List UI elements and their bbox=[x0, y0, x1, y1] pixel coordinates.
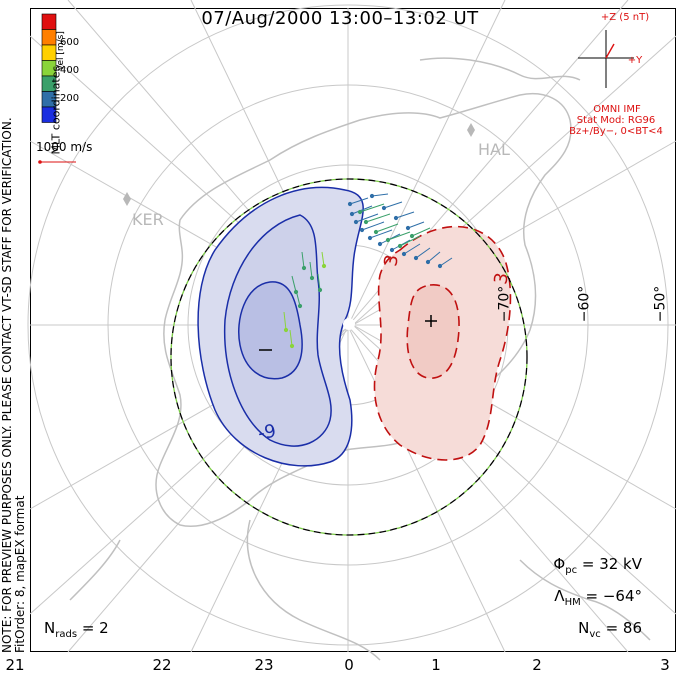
velocity-vector bbox=[283, 311, 287, 331]
mlt-tick-label: 2 bbox=[532, 656, 542, 674]
negative-contour-label: -9 bbox=[256, 420, 278, 445]
velocity-vector bbox=[375, 223, 399, 233]
cross-polar-potential: Φpc = 32 kV bbox=[553, 555, 642, 576]
plot-title: 07/Aug/2000 13:00–13:02 UT bbox=[201, 8, 479, 29]
coastline bbox=[69, 57, 651, 661]
station-marker bbox=[121, 192, 133, 206]
fit-order-note: FitOrder: 8, mapEX format bbox=[13, 495, 27, 653]
mlt-tick-label: 21 bbox=[5, 656, 25, 674]
heppner-maynard-boundary-color bbox=[170, 178, 528, 536]
latitude-label: −50° bbox=[652, 285, 669, 323]
imf-y-label: +Y bbox=[627, 55, 643, 66]
velocity-vector bbox=[399, 235, 421, 247]
heppner-maynard-latitude: ΛHM = −64° bbox=[554, 587, 642, 608]
latitude-label: −60° bbox=[576, 285, 593, 323]
station-label-ker: KER bbox=[132, 210, 164, 229]
velocity-vector bbox=[395, 211, 415, 219]
pole-marker bbox=[343, 318, 355, 330]
velocity-vector bbox=[309, 261, 313, 279]
velocity-vector bbox=[407, 221, 425, 229]
imf-source: OMNI IMF bbox=[593, 104, 641, 115]
imf-vector bbox=[605, 43, 615, 59]
velocity-vector bbox=[369, 229, 393, 239]
velocity-vector bbox=[415, 247, 431, 259]
velocity-vector bbox=[403, 243, 421, 255]
velocity-colorbar bbox=[41, 13, 57, 123]
mlt-tick-label: 22 bbox=[152, 656, 172, 674]
positive-cell-inner bbox=[406, 284, 460, 379]
negative-potential-cell bbox=[197, 186, 364, 467]
station-label-hal: HAL bbox=[478, 140, 510, 159]
reference-vector-label: 1000 m/s bbox=[36, 140, 93, 154]
station-marker bbox=[467, 123, 475, 137]
reference-vector-dot bbox=[38, 160, 42, 164]
velocity-vector bbox=[351, 205, 373, 215]
imf-condition: Bz+/By−, 0<BT<4 bbox=[569, 126, 663, 137]
velocity-vectors bbox=[283, 193, 453, 349]
velocity-vector bbox=[355, 213, 379, 223]
velocity-vector bbox=[317, 273, 321, 291]
mlt-tick-label: 3 bbox=[660, 656, 670, 674]
velocity-vector bbox=[349, 197, 369, 205]
mlt-tick-label: 23 bbox=[254, 656, 274, 674]
colorbar-tick: 200 bbox=[60, 93, 80, 104]
latitude-label: −70° bbox=[496, 285, 513, 323]
preview-note: NOTE: FOR PREVIEW PURPOSES ONLY. PLEASE … bbox=[0, 33, 27, 653]
colorbar-swatch bbox=[41, 106, 57, 123]
velocity-vector bbox=[289, 329, 293, 347]
velocity-vector bbox=[291, 275, 297, 293]
velocity-vector bbox=[365, 213, 391, 223]
positive-potential-cell bbox=[373, 225, 512, 461]
velocity-vector bbox=[301, 251, 305, 269]
colorbar-tick: 600 bbox=[60, 37, 80, 48]
imf-z-label: +Z (5 nT) bbox=[600, 12, 650, 23]
velocity-vector bbox=[411, 227, 431, 237]
radar-count: Nrads = 2 bbox=[44, 619, 109, 640]
negative-cell-inner bbox=[238, 281, 303, 380]
velocity-vector bbox=[427, 251, 441, 263]
velocity-vector bbox=[383, 201, 403, 209]
velocity-vector bbox=[361, 221, 385, 231]
colorbar-tick: 400 bbox=[60, 65, 80, 76]
velocity-vector bbox=[295, 289, 301, 307]
mlt-tick-label: 1 bbox=[431, 656, 441, 674]
plot-frame bbox=[30, 8, 676, 652]
station-markers bbox=[121, 123, 475, 206]
mlt-tick-label: 0 bbox=[344, 656, 354, 674]
velocity-vector bbox=[387, 231, 411, 241]
velocity-vector bbox=[359, 203, 385, 213]
velocity-vector bbox=[371, 193, 389, 197]
stat-model: Stat Mod: RG96 bbox=[576, 115, 656, 126]
velocity-vector bbox=[439, 257, 453, 267]
vector-count: Nvc = 86 bbox=[578, 619, 642, 640]
velocity-vector bbox=[321, 251, 325, 267]
heppner-maynard-boundary bbox=[170, 178, 528, 536]
